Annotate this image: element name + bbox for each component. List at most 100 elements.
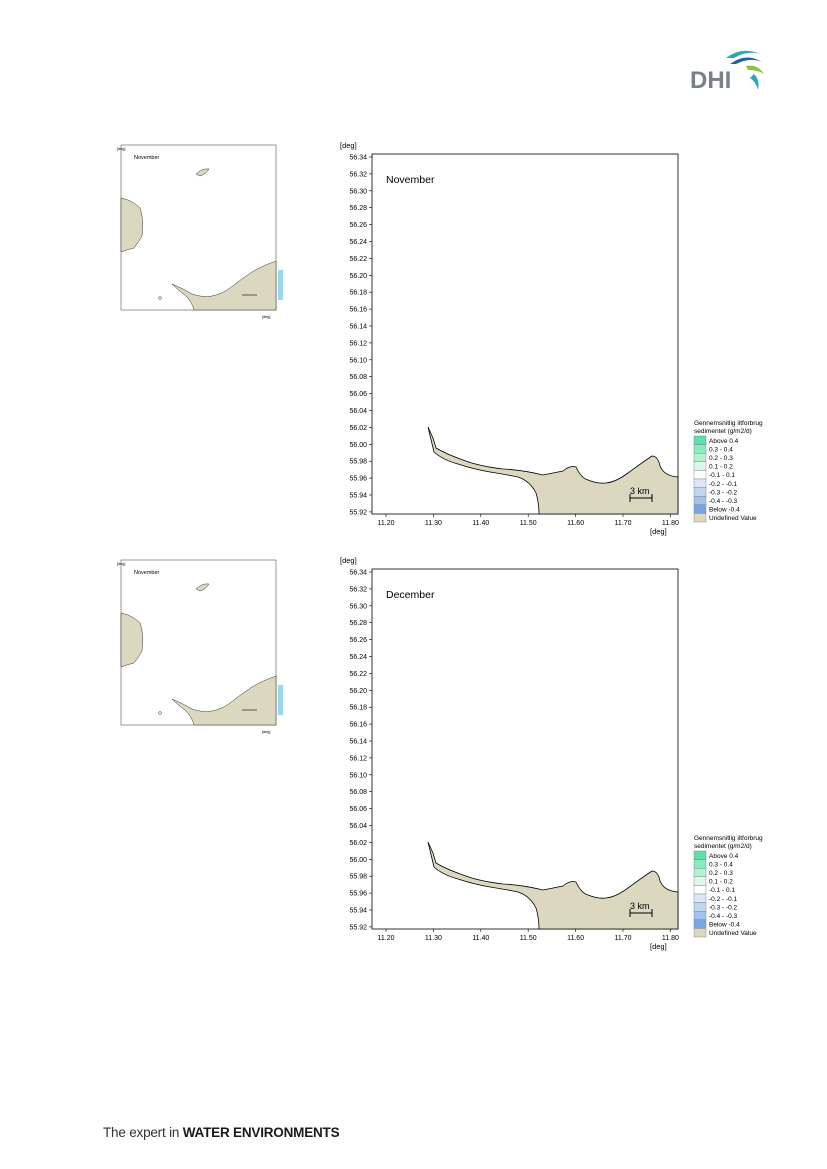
coastline — [427, 426, 679, 515]
legend: Gennemsnitlig iltforbrug sedimentet (g/m… — [693, 835, 763, 938]
x-tick-label: 11.70 — [615, 520, 632, 527]
x-tick-label: 11.50 — [520, 935, 537, 942]
legend-item-label: Undefined Value — [709, 515, 757, 522]
legend-swatch — [693, 885, 707, 895]
y-tick-label: 56.28 — [349, 205, 367, 212]
coastline — [427, 841, 679, 930]
legend-swatch — [693, 850, 707, 860]
x-axis: 11.20 11.30 11.40 11.50 11.60 11.70 11.80 — [378, 929, 679, 942]
x-tick-label: 11.30 — [425, 935, 442, 942]
map-panel-november: [deg] November 56.34 56.32 56.30 56.28 56.26… — [340, 141, 763, 536]
x-tick-label: 11.60 — [567, 520, 584, 527]
y-tick-label: 56.18 — [349, 705, 367, 712]
legend-item-label: 0.2 - 0.3 — [709, 870, 733, 877]
y-tick-label: 56.24 — [349, 654, 367, 661]
y-tick-label: 56.12 — [349, 755, 367, 762]
svg-text:[deg]: [deg] — [262, 730, 270, 734]
y-tick-label: 56.04 — [349, 408, 367, 415]
y-tick-label: 56.28 — [349, 620, 367, 627]
x-tick-label: 11.70 — [615, 935, 632, 942]
map-frame — [371, 153, 679, 515]
legend-title: Gennemsnitlig iltforbrug — [694, 420, 763, 427]
legend-item-label: 0.2 - 0.3 — [709, 455, 733, 462]
legend-swatch — [693, 893, 707, 903]
legend-item-label: -0.4 - -0.3 — [709, 498, 738, 505]
legend-swatch — [693, 495, 707, 505]
y-tick-label: 56.10 — [349, 357, 367, 364]
legend-subtitle: sedimentet (g/m2/d) — [694, 843, 752, 850]
y-tick-label: 56.26 — [349, 222, 367, 229]
y-tick-label: 56.20 — [349, 273, 367, 280]
legend-item-label: 0.1 - 0.2 — [709, 879, 733, 886]
legend-item-label: Above 0.4 — [709, 853, 739, 860]
y-axis: 56.34 56.32 56.30 56.28 56.26 56.24 56.22 56.20… — [349, 570, 372, 931]
legend-item-label: -0.1 - 0.1 — [709, 887, 735, 894]
thumbnail-month-label: November — [134, 570, 160, 576]
svg-text:[deg]: [deg] — [262, 315, 270, 319]
legend-swatch — [693, 859, 707, 869]
y-tick-label: 56.00 — [349, 857, 367, 864]
legend-swatch — [693, 910, 707, 920]
legend-swatch — [693, 928, 707, 938]
y-tick-label: 56.20 — [349, 688, 367, 695]
legend-item-label: -0.2 - -0.1 — [709, 481, 738, 488]
y-axis-unit: [deg] — [340, 141, 357, 150]
x-tick-label: 11.20 — [378, 935, 395, 942]
legend-swatch — [693, 868, 707, 878]
legend-title: Gennemsnitlig iltforbrug — [694, 835, 763, 842]
legend-swatch — [693, 444, 707, 454]
legend-item-label: Undefined Value — [709, 930, 757, 937]
y-tick-label: 56.34 — [349, 155, 367, 162]
legend-swatch — [693, 504, 707, 514]
legend-item-label: Above 0.4 — [709, 438, 739, 445]
y-tick-label: 55.96 — [349, 476, 367, 483]
y-tick-label: 56.32 — [349, 171, 367, 178]
y-tick-label: 55.92 — [349, 509, 367, 516]
legend-swatch — [693, 435, 707, 445]
dhi-logo-text: DHI — [690, 67, 731, 94]
legend-swatch — [693, 453, 707, 463]
y-tick-label: 56.08 — [349, 789, 367, 796]
x-tick-label: 11.20 — [378, 520, 395, 527]
y-tick-label: 56.06 — [349, 391, 367, 398]
legend-item-label: -0.3 - -0.2 — [709, 489, 738, 496]
x-axis-unit: [deg] — [650, 942, 667, 951]
x-tick-label: 11.50 — [520, 520, 537, 527]
y-tick-label: 56.30 — [349, 188, 367, 195]
tagline-prefix: The expert in — [103, 1125, 183, 1140]
y-axis: 56.34 56.32 56.30 56.28 56.26 56.24 56.22 56.20… — [349, 155, 372, 516]
y-tick-label: 56.04 — [349, 823, 367, 830]
y-tick-label: 56.24 — [349, 239, 367, 246]
legend-swatch — [693, 478, 707, 488]
y-tick-label: 55.94 — [349, 908, 367, 915]
legend-swatch — [693, 470, 707, 480]
map-month-label: December — [386, 589, 435, 601]
legend-swatch — [693, 876, 707, 886]
x-axis: 11.20 11.30 11.40 11.50 11.60 11.70 11.80 — [378, 514, 679, 527]
y-tick-label: 56.02 — [349, 425, 367, 432]
y-tick-label: 56.18 — [349, 290, 367, 297]
scale-bar-label: 3 km — [630, 901, 650, 911]
legend-swatch — [693, 513, 707, 523]
y-tick-label: 55.92 — [349, 924, 367, 931]
y-tick-label: 56.22 — [349, 671, 367, 678]
y-tick-label: 56.08 — [349, 374, 367, 381]
scale-bar-label: 3 km — [630, 486, 650, 496]
x-axis-unit: [deg] — [650, 527, 667, 536]
y-axis-unit: [deg] — [340, 556, 357, 565]
y-tick-label: 56.06 — [349, 806, 367, 813]
y-tick-label: 56.32 — [349, 586, 367, 593]
legend-swatch — [693, 902, 707, 912]
y-tick-label: 56.10 — [349, 772, 367, 779]
thumbnail-map-2: November [deg] [deg] — [112, 553, 312, 738]
y-tick-label: 56.14 — [349, 324, 367, 331]
x-tick-label: 11.80 — [662, 520, 679, 527]
legend-item-label: Below -0.4 — [709, 922, 740, 929]
legend-item-label: 0.3 - 0.4 — [709, 446, 733, 453]
legend-swatch — [693, 487, 707, 497]
tagline-bold: WATER ENVIRONMENTS — [182, 1125, 340, 1140]
legend-item-label: -0.2 - -0.1 — [709, 896, 738, 903]
legend-swatch — [693, 919, 707, 929]
legend-subtitle: sedimentet (g/m2/d) — [694, 428, 752, 435]
svg-text:[deg]: [deg] — [117, 147, 125, 151]
